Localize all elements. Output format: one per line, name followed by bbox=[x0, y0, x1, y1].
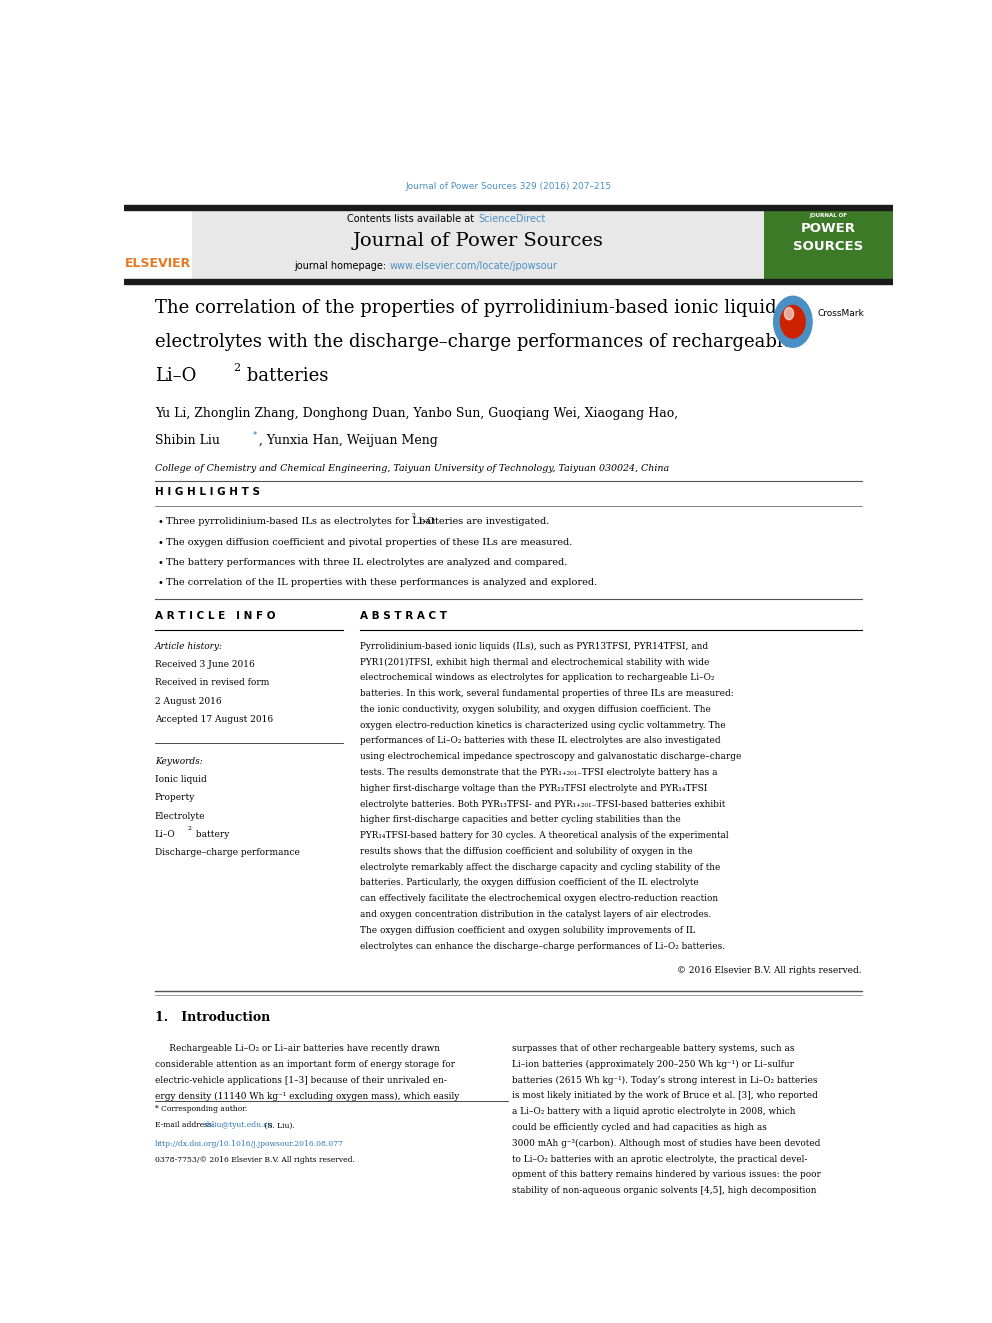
Text: is most likely initiated by the work of Bruce et al. [3], who reported: is most likely initiated by the work of … bbox=[512, 1091, 818, 1101]
Bar bbox=[191, 209, 765, 279]
Circle shape bbox=[785, 307, 794, 320]
Text: Journal of Power Sources 329 (2016) 207–215: Journal of Power Sources 329 (2016) 207–… bbox=[406, 183, 611, 192]
Text: (S. Liu).: (S. Liu). bbox=[262, 1122, 296, 1130]
Text: considerable attention as an important form of energy storage for: considerable attention as an important f… bbox=[155, 1060, 454, 1069]
Text: http://dx.doi.org/10.1016/j.jpowsour.2016.08.077: http://dx.doi.org/10.1016/j.jpowsour.201… bbox=[155, 1140, 343, 1148]
Text: Accepted 17 August 2016: Accepted 17 August 2016 bbox=[155, 714, 273, 724]
Text: •: • bbox=[157, 537, 163, 548]
Text: batteries: batteries bbox=[241, 366, 328, 385]
Text: electrolyte batteries. Both PYR₁₃TFSI- and PYR₁₊₂₀₁₋TFSI-based batteries exhibit: electrolyte batteries. Both PYR₁₃TFSI- a… bbox=[360, 799, 725, 808]
Text: the ionic conductivity, oxygen solubility, and oxygen diffusion coefficient. The: the ionic conductivity, oxygen solubilit… bbox=[360, 705, 711, 714]
Text: The correlation of the IL properties with these performances is analyzed and exp: The correlation of the IL properties wit… bbox=[167, 578, 597, 587]
Bar bbox=[124, 205, 893, 209]
Text: electric-vehicle applications [1–3] because of their unrivaled en-: electric-vehicle applications [1–3] beca… bbox=[155, 1076, 446, 1085]
Text: Property: Property bbox=[155, 794, 195, 803]
Text: electrolytes with the discharge–charge performances of rechargeable: electrolytes with the discharge–charge p… bbox=[155, 333, 794, 351]
Text: Li–ion batteries (approximately 200–250 Wh kg⁻¹) or Li–sulfur: Li–ion batteries (approximately 200–250 … bbox=[512, 1060, 795, 1069]
Text: PYR1(201)TFSI, exhibit high thermal and electrochemical stability with wide: PYR1(201)TFSI, exhibit high thermal and … bbox=[360, 658, 709, 667]
Text: Three pyrrolidinium-based ILs as electrolytes for Li–O: Three pyrrolidinium-based ILs as electro… bbox=[167, 517, 435, 527]
Text: surpasses that of other rechargeable battery systems, such as: surpasses that of other rechargeable bat… bbox=[512, 1044, 795, 1053]
Text: * Corresponding author.: * Corresponding author. bbox=[155, 1105, 247, 1113]
Text: 2: 2 bbox=[233, 363, 240, 373]
Text: © 2016 Elsevier B.V. All rights reserved.: © 2016 Elsevier B.V. All rights reserved… bbox=[678, 966, 862, 975]
Text: performances of Li–O₂ batteries with these IL electrolytes are also investigated: performances of Li–O₂ batteries with the… bbox=[360, 737, 720, 745]
Text: results shows that the diffusion coefficient and solubility of oxygen in the: results shows that the diffusion coeffic… bbox=[360, 847, 692, 856]
Text: stability of non-aqueous organic solvents [4,5], high decomposition: stability of non-aqueous organic solvent… bbox=[512, 1187, 816, 1195]
Text: A B S T R A C T: A B S T R A C T bbox=[360, 611, 447, 620]
Text: Article history:: Article history: bbox=[155, 642, 223, 651]
Text: tests. The results demonstrate that the PYR₁₊₂₀₁₋TFSI electrolyte battery has a: tests. The results demonstrate that the … bbox=[360, 767, 717, 777]
Text: battery: battery bbox=[193, 830, 229, 839]
Text: Ionic liquid: Ionic liquid bbox=[155, 775, 206, 785]
Text: higher first-discharge voltage than the PYR₁₃TFSI electrolyte and PYR₁₄TFSI: higher first-discharge voltage than the … bbox=[360, 783, 707, 792]
Text: using electrochemical impedance spectroscopy and galvanostatic discharge–charge: using electrochemical impedance spectros… bbox=[360, 753, 741, 761]
Text: ScienceDirect: ScienceDirect bbox=[478, 214, 546, 224]
Text: electrolytes can enhance the discharge–charge performances of Li–O₂ batteries.: electrolytes can enhance the discharge–c… bbox=[360, 942, 725, 951]
Circle shape bbox=[781, 306, 806, 339]
Text: a Li–O₂ battery with a liquid aprotic electrolyte in 2008, which: a Li–O₂ battery with a liquid aprotic el… bbox=[512, 1107, 796, 1117]
Text: oxygen electro-reduction kinetics is characterized using cyclic voltammetry. The: oxygen electro-reduction kinetics is cha… bbox=[360, 721, 725, 729]
Text: could be efficiently cycled and had capacities as high as: could be efficiently cycled and had capa… bbox=[512, 1123, 767, 1132]
Text: •: • bbox=[157, 517, 163, 528]
Text: *: * bbox=[253, 431, 257, 439]
Text: opment of this battery remains hindered by various issues: the poor: opment of this battery remains hindered … bbox=[512, 1171, 821, 1179]
Text: and oxygen concentration distribution in the catalyst layers of air electrodes.: and oxygen concentration distribution in… bbox=[360, 910, 711, 919]
Text: higher first-discharge capacities and better cycling stabilities than the: higher first-discharge capacities and be… bbox=[360, 815, 681, 824]
Text: batteries. Particularly, the oxygen diffusion coefficient of the IL electrolyte: batteries. Particularly, the oxygen diff… bbox=[360, 878, 698, 888]
Text: Received in revised form: Received in revised form bbox=[155, 679, 269, 688]
Text: CrossMark: CrossMark bbox=[817, 310, 864, 318]
Text: The oxygen diffusion coefficient and pivotal properties of these ILs are measure: The oxygen diffusion coefficient and piv… bbox=[167, 537, 572, 546]
Text: •: • bbox=[157, 578, 163, 589]
Text: Li–O: Li–O bbox=[155, 366, 196, 385]
Text: sbliu@tyut.edu.cn: sbliu@tyut.edu.cn bbox=[204, 1122, 274, 1130]
Text: ELSEVIER: ELSEVIER bbox=[125, 257, 190, 270]
Text: POWER: POWER bbox=[801, 222, 856, 235]
Bar bbox=[124, 209, 191, 279]
Text: www.elsevier.com/locate/jpowsour: www.elsevier.com/locate/jpowsour bbox=[389, 261, 558, 271]
Text: Journal of Power Sources: Journal of Power Sources bbox=[352, 232, 603, 250]
Text: Yu Li, Zhonglin Zhang, Donghong Duan, Yanbo Sun, Guoqiang Wei, Xiaogang Hao,: Yu Li, Zhonglin Zhang, Donghong Duan, Ya… bbox=[155, 407, 678, 421]
Bar bbox=[124, 279, 893, 284]
Text: batteries. In this work, several fundamental properties of three ILs are measure: batteries. In this work, several fundame… bbox=[360, 689, 734, 699]
Text: Discharge–charge performance: Discharge–charge performance bbox=[155, 848, 300, 857]
Text: Contents lists available at: Contents lists available at bbox=[347, 214, 478, 224]
Bar bbox=[765, 209, 893, 279]
Text: ergy density (11140 Wh kg⁻¹ excluding oxygen mass), which easily: ergy density (11140 Wh kg⁻¹ excluding ox… bbox=[155, 1091, 459, 1101]
Text: , Yunxia Han, Weijuan Meng: , Yunxia Han, Weijuan Meng bbox=[259, 434, 437, 447]
Text: College of Chemistry and Chemical Engineering, Taiyuan University of Technology,: College of Chemistry and Chemical Engine… bbox=[155, 464, 669, 474]
Text: Shibin Liu: Shibin Liu bbox=[155, 434, 219, 447]
Text: A R T I C L E   I N F O: A R T I C L E I N F O bbox=[155, 611, 275, 620]
Text: 3000 mAh g⁻³(carbon). Although most of studies have been devoted: 3000 mAh g⁻³(carbon). Although most of s… bbox=[512, 1139, 820, 1148]
Text: E-mail address:: E-mail address: bbox=[155, 1122, 216, 1130]
Text: Keywords:: Keywords: bbox=[155, 757, 202, 766]
Text: batteries (2615 Wh kg⁻¹). Today’s strong interest in Li–O₂ batteries: batteries (2615 Wh kg⁻¹). Today’s strong… bbox=[512, 1076, 817, 1085]
Text: can effectively facilitate the electrochemical oxygen electro-reduction reaction: can effectively facilitate the electroch… bbox=[360, 894, 718, 904]
Text: 2: 2 bbox=[412, 513, 416, 519]
Text: JOURNAL OF: JOURNAL OF bbox=[809, 213, 847, 218]
Text: Li–O: Li–O bbox=[155, 830, 176, 839]
Text: H I G H L I G H T S: H I G H L I G H T S bbox=[155, 487, 260, 496]
Text: electrolyte remarkably affect the discharge capacity and cycling stability of th: electrolyte remarkably affect the discha… bbox=[360, 863, 720, 872]
Text: 1.   Introduction: 1. Introduction bbox=[155, 1011, 270, 1024]
Text: The battery performances with three IL electrolytes are analyzed and compared.: The battery performances with three IL e… bbox=[167, 558, 567, 568]
Text: to Li–O₂ batteries with an aprotic electrolyte, the practical devel-: to Li–O₂ batteries with an aprotic elect… bbox=[512, 1155, 807, 1163]
Text: Rechargeable Li–O₂ or Li–air batteries have recently drawn: Rechargeable Li–O₂ or Li–air batteries h… bbox=[155, 1044, 439, 1053]
Text: journal homepage:: journal homepage: bbox=[294, 261, 389, 271]
Text: 0378-7753/© 2016 Elsevier B.V. All rights reserved.: 0378-7753/© 2016 Elsevier B.V. All right… bbox=[155, 1156, 354, 1164]
Text: 2: 2 bbox=[187, 826, 191, 831]
Text: SOURCES: SOURCES bbox=[793, 241, 863, 253]
Text: electrochemical windows as electrolytes for application to rechargeable Li–O₂: electrochemical windows as electrolytes … bbox=[360, 673, 714, 683]
Text: PYR₁₄TFSI-based battery for 30 cycles. A theoretical analysis of the experimenta: PYR₁₄TFSI-based battery for 30 cycles. A… bbox=[360, 831, 729, 840]
Text: batteries are investigated.: batteries are investigated. bbox=[417, 517, 550, 527]
Text: •: • bbox=[157, 558, 163, 568]
Text: Pyrrolidinium-based ionic liquids (ILs), such as PYR13TFSI, PYR14TFSI, and: Pyrrolidinium-based ionic liquids (ILs),… bbox=[360, 642, 708, 651]
Text: The correlation of the properties of pyrrolidinium-based ionic liquid: The correlation of the properties of pyr… bbox=[155, 299, 777, 318]
Text: Electrolyte: Electrolyte bbox=[155, 812, 205, 820]
Circle shape bbox=[774, 296, 812, 347]
Text: The oxygen diffusion coefficient and oxygen solubility improvements of IL: The oxygen diffusion coefficient and oxy… bbox=[360, 926, 695, 935]
Text: 2 August 2016: 2 August 2016 bbox=[155, 697, 221, 705]
Text: Received 3 June 2016: Received 3 June 2016 bbox=[155, 660, 255, 669]
